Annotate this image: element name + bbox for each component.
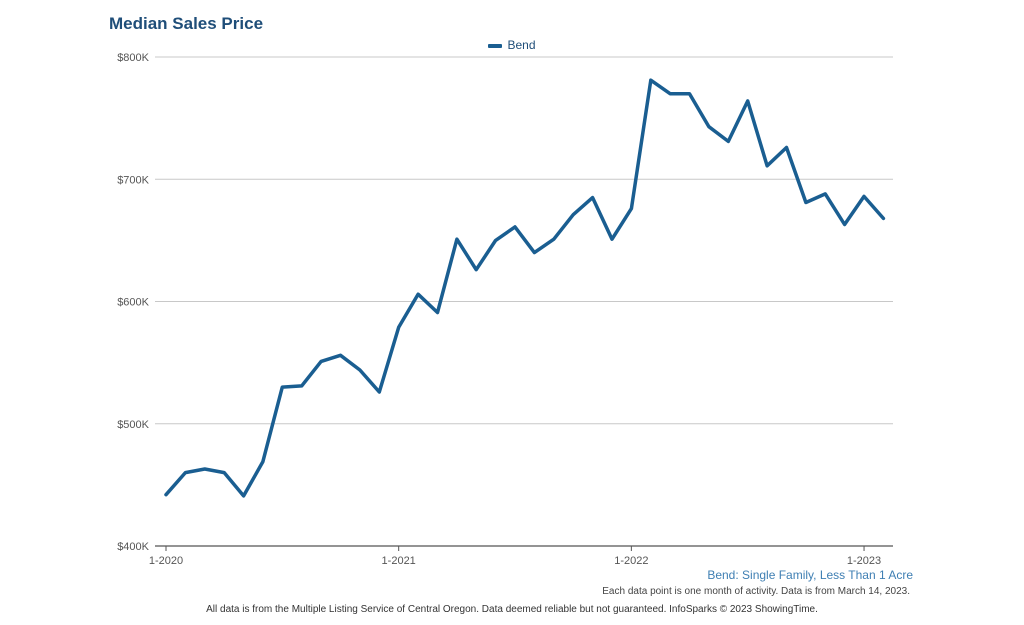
series-line-bend — [164, 78, 886, 498]
data-point[interactable] — [722, 135, 734, 147]
chart-subtitle: Bend: Single Family, Less Than 1 Acre — [707, 568, 913, 582]
data-point[interactable] — [315, 355, 327, 367]
data-point[interactable] — [412, 288, 424, 300]
data-point[interactable] — [393, 321, 405, 333]
data-point[interactable] — [373, 386, 385, 398]
legend: Bend — [0, 38, 1024, 52]
data-point[interactable] — [296, 380, 308, 392]
data-point[interactable] — [218, 467, 230, 479]
data-point[interactable] — [470, 264, 482, 276]
data-point[interactable] — [335, 349, 347, 361]
x-tick-label: 1-2020 — [149, 555, 183, 567]
data-point[interactable] — [877, 212, 889, 224]
y-tick-label: $600K — [117, 297, 149, 309]
x-tick-label: 1-2021 — [382, 555, 416, 567]
footer-disclaimer: All data is from the Multiple Listing Se… — [206, 604, 818, 615]
y-tick-label: $400K — [117, 541, 149, 553]
data-point[interactable] — [800, 197, 812, 209]
data-point[interactable] — [238, 490, 250, 502]
data-point[interactable] — [684, 88, 696, 100]
data-point[interactable] — [625, 203, 637, 215]
y-axis-ticks: $400K $500K $600K $700K $800K — [117, 52, 149, 553]
x-tick-label: 1-2023 — [847, 555, 881, 567]
series-layer — [160, 74, 889, 502]
data-point[interactable] — [781, 142, 793, 154]
data-point[interactable] — [703, 121, 715, 133]
data-point[interactable] — [354, 364, 366, 376]
x-tick-label: 1-2022 — [614, 555, 648, 567]
data-point[interactable] — [548, 233, 560, 245]
data-point[interactable] — [179, 467, 191, 479]
data-point[interactable] — [432, 307, 444, 319]
data-point[interactable] — [761, 160, 773, 172]
data-point[interactable] — [645, 74, 657, 86]
data-point[interactable] — [509, 221, 521, 233]
data-point[interactable] — [257, 456, 269, 468]
data-point[interactable] — [490, 234, 502, 246]
data-point[interactable] — [819, 188, 831, 200]
gridlines — [155, 56, 893, 547]
legend-swatch-bend — [488, 43, 503, 48]
data-point[interactable] — [858, 190, 870, 202]
y-tick-label: $700K — [117, 174, 149, 186]
legend-label-bend: Bend — [507, 38, 536, 52]
data-point[interactable] — [606, 233, 618, 245]
data-point[interactable] — [451, 233, 463, 245]
data-point[interactable] — [276, 381, 288, 393]
data-point[interactable] — [742, 95, 754, 107]
x-axis-ticks: 1-2020 1-2021 1-2022 1-2023 — [149, 546, 881, 567]
y-tick-label: $500K — [117, 419, 149, 431]
data-point[interactable] — [587, 192, 599, 204]
y-tick-label: $800K — [117, 52, 149, 64]
data-point[interactable] — [528, 247, 540, 259]
data-point[interactable] — [567, 209, 579, 221]
data-point[interactable] — [160, 489, 172, 501]
data-point[interactable] — [199, 463, 211, 475]
data-point[interactable] — [664, 88, 676, 100]
chart-title: Median Sales Price — [109, 14, 264, 33]
data-point[interactable] — [839, 219, 851, 231]
data-note: Each data point is one month of activity… — [602, 586, 910, 597]
